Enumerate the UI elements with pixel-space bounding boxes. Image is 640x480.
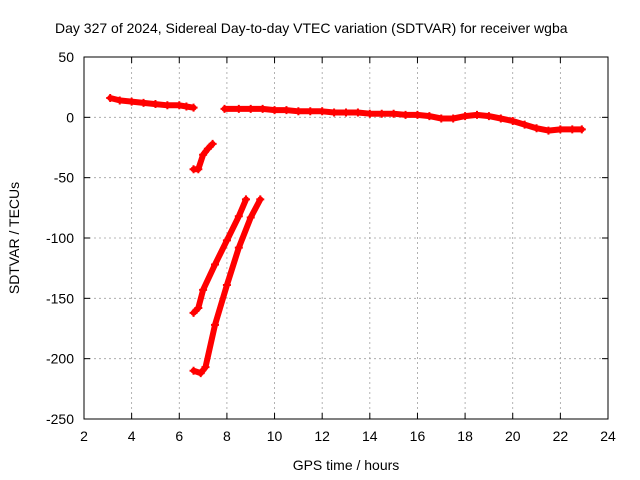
data-point bbox=[222, 236, 231, 245]
x-tick-label: 8 bbox=[223, 428, 231, 444]
x-tick-label: 12 bbox=[314, 428, 330, 444]
data-point bbox=[211, 260, 219, 269]
series-band bbox=[221, 105, 585, 134]
data-point bbox=[139, 98, 148, 107]
x-tick-label: 16 bbox=[410, 428, 426, 444]
y-tick-label: 0 bbox=[66, 109, 74, 125]
data-point bbox=[208, 139, 217, 148]
x-tick-label: 6 bbox=[175, 428, 183, 444]
data-point bbox=[425, 112, 434, 121]
data-point bbox=[544, 126, 553, 135]
y-tick-label: -200 bbox=[46, 351, 74, 367]
axes: 2 4 6 8 10 12 14 16 18 20 22 24-250-200-150-100-500… bbox=[46, 49, 616, 444]
x-tick-label: 22 bbox=[553, 428, 569, 444]
series-1 bbox=[106, 94, 198, 112]
x-tick-label: 4 bbox=[128, 428, 136, 444]
chart-title: Day 327 of 2024, Sidereal Day-to-day VTE… bbox=[55, 20, 568, 36]
data-point bbox=[473, 110, 481, 119]
data-point bbox=[201, 363, 210, 372]
data-point bbox=[106, 94, 115, 103]
y-axis-label: SDTVAR / TECUs bbox=[6, 182, 22, 294]
data-series bbox=[106, 94, 586, 378]
data-point bbox=[256, 195, 265, 204]
data-point bbox=[127, 97, 136, 106]
data-point bbox=[413, 110, 422, 119]
data-point bbox=[246, 213, 255, 222]
data-point bbox=[163, 101, 172, 110]
data-point bbox=[196, 369, 205, 378]
data-point bbox=[203, 144, 212, 153]
data-point bbox=[222, 281, 231, 290]
data-point bbox=[270, 106, 279, 115]
data-point bbox=[496, 114, 505, 123]
data-point bbox=[241, 195, 250, 204]
y-tick-label: 50 bbox=[58, 49, 74, 65]
data-point bbox=[246, 104, 255, 113]
data-point bbox=[353, 108, 362, 117]
x-tick-label: 2 bbox=[80, 428, 88, 444]
y-tick-label: -100 bbox=[46, 230, 74, 246]
data-point bbox=[508, 116, 517, 125]
data-point bbox=[401, 110, 410, 119]
data-point bbox=[532, 124, 541, 133]
y-tick-label: -50 bbox=[54, 170, 74, 186]
data-point bbox=[189, 366, 198, 375]
y-tick-label: -150 bbox=[46, 290, 74, 306]
series-3 bbox=[189, 139, 217, 174]
data-point bbox=[389, 109, 398, 118]
data-point bbox=[194, 303, 203, 312]
data-point bbox=[449, 114, 458, 123]
data-point bbox=[437, 114, 446, 123]
data-point bbox=[365, 109, 374, 118]
data-point bbox=[568, 125, 577, 134]
data-point bbox=[258, 104, 267, 113]
data-point bbox=[211, 320, 219, 329]
x-tick-label: 10 bbox=[267, 428, 283, 444]
data-point bbox=[377, 109, 386, 118]
x-tick-label: 18 bbox=[457, 428, 473, 444]
data-point bbox=[234, 104, 243, 113]
data-point bbox=[115, 96, 124, 105]
data-point bbox=[199, 285, 208, 294]
series-5 bbox=[189, 195, 265, 378]
data-point bbox=[342, 108, 350, 117]
data-point bbox=[234, 212, 243, 221]
series-2 bbox=[220, 104, 586, 135]
data-point bbox=[194, 165, 203, 174]
data-point bbox=[520, 120, 529, 129]
data-point bbox=[189, 308, 198, 317]
x-tick-label: 20 bbox=[505, 428, 521, 444]
series-4 bbox=[189, 195, 250, 317]
data-point bbox=[282, 106, 291, 115]
data-point bbox=[189, 103, 198, 112]
data-point bbox=[318, 107, 327, 116]
data-point bbox=[234, 243, 243, 252]
data-point bbox=[175, 101, 184, 110]
x-axis-label: GPS time / hours bbox=[293, 457, 400, 473]
data-point bbox=[199, 150, 208, 159]
x-tick-label: 14 bbox=[362, 428, 378, 444]
data-point bbox=[151, 100, 160, 109]
x-tick-label: 24 bbox=[600, 428, 616, 444]
data-point bbox=[484, 112, 493, 121]
data-point bbox=[330, 108, 339, 117]
data-point bbox=[556, 125, 565, 134]
data-point bbox=[577, 125, 586, 134]
data-point bbox=[220, 104, 229, 113]
data-point bbox=[306, 107, 315, 116]
data-point bbox=[182, 102, 191, 111]
data-point bbox=[294, 107, 303, 116]
data-point bbox=[461, 112, 470, 121]
y-tick-label: -250 bbox=[46, 411, 74, 427]
